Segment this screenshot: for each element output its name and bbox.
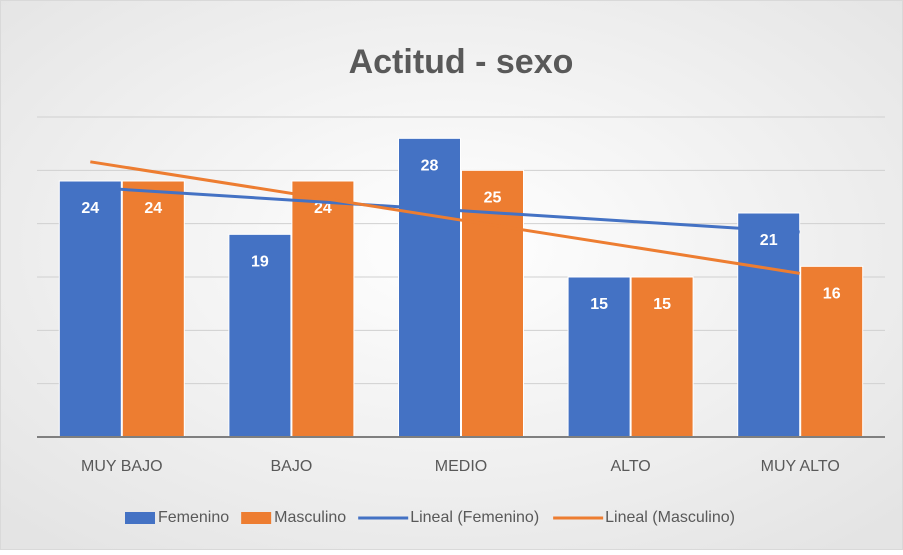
data-label: 19 xyxy=(251,254,269,271)
data-label: 25 xyxy=(484,190,502,207)
data-label: 21 xyxy=(760,232,778,249)
legend-swatch xyxy=(241,512,272,524)
data-label: 15 xyxy=(653,296,671,313)
bar xyxy=(567,276,631,438)
legend-swatch xyxy=(125,512,155,524)
legend-label: Femenino xyxy=(158,509,229,526)
legend-label: Lineal (Femenino) xyxy=(410,509,539,526)
data-label: 28 xyxy=(421,158,439,175)
bar xyxy=(58,180,122,438)
x-tick-label: MUY ALTO xyxy=(761,458,840,475)
bar xyxy=(737,212,801,438)
x-tick-label: ALTO xyxy=(610,458,650,475)
bar xyxy=(228,233,292,438)
data-label: 16 xyxy=(823,286,841,303)
data-label: 24 xyxy=(144,200,162,217)
bar xyxy=(121,180,185,438)
data-label: 24 xyxy=(314,200,332,217)
chart-title: Actitud - sexo xyxy=(349,43,574,81)
trendline xyxy=(90,185,800,234)
x-tick-label: MEDIO xyxy=(435,458,487,475)
bar xyxy=(291,180,355,438)
trendline xyxy=(90,160,800,275)
data-label: 24 xyxy=(81,200,99,217)
bar xyxy=(398,137,461,438)
x-tick-label: MUY BAJO xyxy=(81,458,163,475)
legend-label: Lineal (Masculino) xyxy=(605,509,735,526)
legend-label: Masculino xyxy=(274,509,346,526)
x-tick-label: BAJO xyxy=(271,458,313,475)
data-label: 15 xyxy=(590,296,608,313)
